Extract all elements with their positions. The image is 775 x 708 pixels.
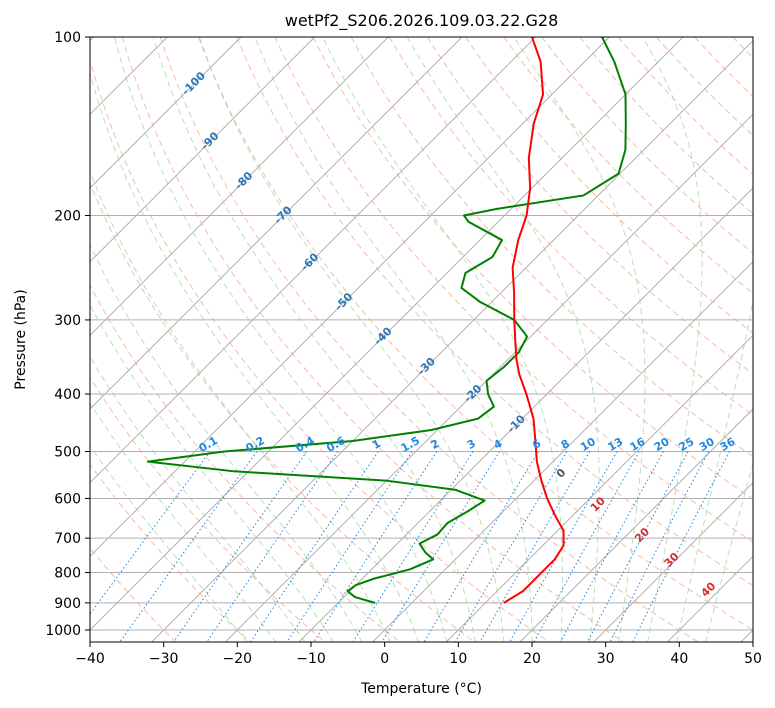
y-axis: 1000 900 800 700 600 500 400 300 200 100	[45, 30, 90, 639]
dry-adiabat-line	[427, 37, 753, 375]
moist-adiabat-line	[90, 243, 363, 642]
thermo-guide-lines	[90, 37, 775, 642]
y-tick-label: 900	[54, 596, 81, 612]
mixing-ratio-line	[423, 451, 539, 642]
dry-adiabat-line	[90, 463, 251, 642]
isotherm-line	[90, 37, 684, 631]
dry-adiabat-line	[541, 37, 753, 254]
isotherm-line	[90, 37, 389, 337]
dry-adiabat-line	[121, 37, 624, 642]
sounding-profiles	[146, 37, 627, 604]
x-tick-label: −30	[149, 651, 179, 667]
moist-adiabat-line	[90, 356, 306, 642]
chart-title: wetPf2_S206.2026.109.03.22.G28	[285, 11, 559, 31]
dry-adiabat-line	[90, 182, 475, 642]
mixing-ratio-line	[454, 451, 568, 642]
isotherm-line	[90, 37, 242, 189]
isotherm-line	[593, 481, 753, 642]
dry-adiabat-line	[198, 37, 753, 631]
moist-adiabat-line	[705, 462, 753, 642]
mixing-ratio-line	[533, 451, 640, 642]
x-axis: −40 −30 −20 −10 0 10 20 30 40 50	[75, 642, 762, 667]
x-tick-label: −40	[75, 651, 105, 667]
x-tick-label: 50	[744, 651, 762, 667]
isotherm-line	[90, 37, 463, 410]
mixing-ratio-line	[609, 451, 710, 642]
moist-adiabat-line	[642, 37, 703, 642]
mixing-ratio-line	[560, 451, 664, 642]
dry-adiabat-line	[159, 37, 699, 642]
isotherm-line	[90, 37, 610, 558]
mixing-ratio-line	[381, 451, 501, 642]
y-tick-label: 400	[54, 387, 81, 403]
dry-adiabat-line	[90, 58, 550, 642]
y-tick-label: 300	[54, 313, 81, 329]
isotherm-line	[151, 39, 753, 642]
mixing-ratio-line	[313, 451, 438, 642]
moist-adiabat-line	[114, 37, 448, 642]
x-axis-label: Temperature (°C)	[360, 681, 482, 697]
isotherm-line	[90, 37, 316, 263]
x-tick-label: 0	[380, 651, 389, 667]
isotherm-line	[519, 408, 753, 642]
moist-adiabat-line	[198, 37, 505, 642]
plot-background	[90, 37, 753, 642]
dry-adiabat-line	[388, 37, 753, 416]
y-tick-label: 500	[54, 444, 81, 460]
y-tick-label: 100	[54, 30, 81, 46]
y-tick-label: 1000	[45, 623, 81, 639]
dry-adiabat-line	[350, 37, 753, 458]
moist-adiabat-line	[90, 445, 248, 642]
moist-adiabat-line	[322, 37, 563, 642]
moist-adiabat-line	[90, 170, 391, 642]
y-tick-label: 200	[54, 209, 81, 225]
moist-adiabat-line	[152, 37, 476, 642]
dry-adiabat-line	[236, 37, 753, 587]
isotherm-line	[372, 260, 753, 642]
y-tick-label: 800	[54, 566, 81, 582]
mixing-ratio-line	[509, 451, 618, 642]
moist-adiabat-line	[406, 37, 600, 642]
moist-adiabat-line	[90, 70, 420, 642]
y-tick-label: 600	[54, 491, 81, 507]
moist-adiabat-line	[254, 37, 533, 642]
x-tick-label: −20	[223, 651, 253, 667]
dry-adiabat-line	[579, 37, 753, 215]
x-tick-label: 40	[670, 651, 688, 667]
moist-adiabat-line	[90, 402, 277, 642]
x-tick-label: 30	[597, 651, 615, 667]
isotherm-line	[90, 37, 537, 484]
x-tick-label: 10	[449, 651, 467, 667]
dry-adiabat-line	[90, 376, 326, 642]
isotherm-line	[445, 334, 753, 642]
moist-adiabat-line	[90, 303, 334, 642]
mixing-ratio-line	[352, 451, 474, 642]
mixing-ratio-line	[173, 451, 308, 642]
mixing-ratio-line	[587, 451, 689, 642]
dry-adiabat-line	[771, 37, 775, 642]
mixing-ratio-line	[90, 451, 211, 615]
dry-adiabat-line	[90, 284, 400, 642]
y-tick-label: 700	[54, 531, 81, 547]
x-tick-label: −10	[296, 651, 326, 667]
plot-frame	[89, 36, 754, 643]
y-axis-label: Pressure (hPa)	[13, 289, 29, 389]
isotherm-line	[224, 113, 753, 642]
mixing-ratio-line	[206, 451, 339, 642]
dry-adiabat-line	[312, 37, 753, 500]
mixing-ratio-line	[479, 451, 591, 642]
moist-adiabat-line	[513, 37, 646, 642]
moist-adiabat-line	[676, 298, 753, 642]
x-tick-label: 20	[523, 651, 541, 667]
dry-adiabat-line	[274, 37, 753, 543]
